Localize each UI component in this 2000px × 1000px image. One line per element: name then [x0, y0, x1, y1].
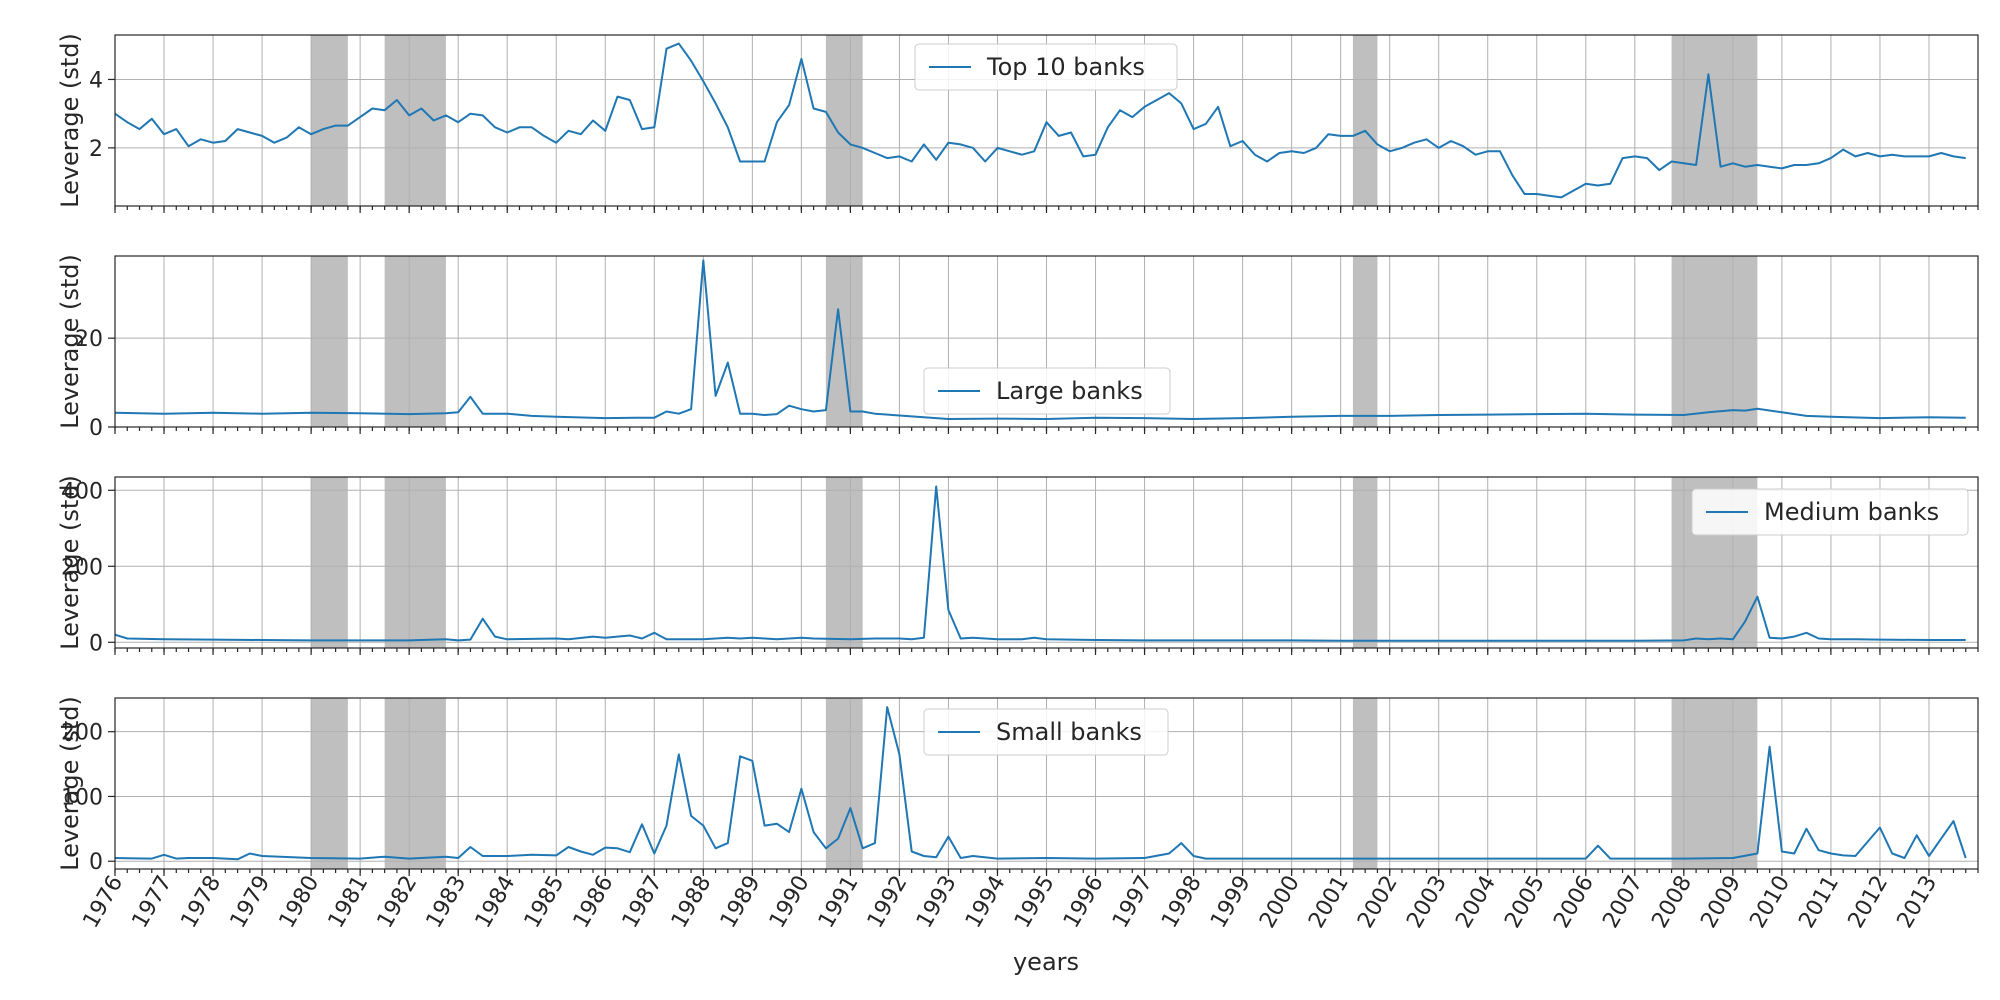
x-tick-label: 1990: [765, 872, 815, 933]
recession-band: [1352, 35, 1378, 206]
recession-band: [384, 256, 446, 427]
legend-box: [923, 367, 1171, 415]
x-tick-label: 2013: [1893, 872, 1943, 933]
y-tick-label: 100: [61, 785, 103, 810]
recession-band: [311, 477, 348, 648]
x-tick-label: 1995: [1010, 872, 1060, 933]
y-axis-label: Leverage (std): [56, 254, 84, 429]
x-tick-label: 2003: [1402, 872, 1452, 933]
x-tick-label: 1991: [814, 872, 864, 933]
x-tick-label: 1997: [1108, 872, 1158, 933]
recession-band: [311, 698, 348, 869]
plot-frame: [114, 34, 1979, 207]
y-axis-label: Leverage (std): [56, 33, 84, 208]
y-tick-label: 400: [61, 479, 103, 504]
x-tick-label: 1993: [912, 872, 962, 933]
recession-band: [384, 477, 446, 648]
y-tick-label: 0: [89, 850, 103, 875]
y-tick-label: 0: [89, 631, 103, 656]
y-tick-label: 20: [75, 327, 103, 352]
x-tick-label: 2004: [1451, 872, 1501, 933]
x-tick-label: 1979: [226, 872, 276, 933]
x-tick-label: 2007: [1598, 872, 1648, 933]
x-tick-label: 1988: [667, 872, 717, 933]
legend-label: Medium banks: [1764, 498, 1939, 526]
recession-band: [1671, 256, 1758, 427]
legend: Small banks: [923, 708, 1169, 756]
series-line: [114, 706, 1967, 861]
y-tick-label: 200: [61, 721, 103, 746]
x-tick-label: 1992: [863, 872, 913, 933]
x-tick-label: 1976: [79, 872, 129, 933]
x-tick-label: 1986: [569, 872, 619, 933]
legend-label: Small banks: [996, 718, 1142, 746]
x-tick-label: 1999: [1206, 872, 1256, 933]
x-tick-label: 1981: [324, 872, 374, 933]
recession-band: [384, 698, 446, 869]
y-tick-label: 0: [89, 416, 103, 441]
recession-band: [825, 477, 863, 648]
y-tick-label: 200: [61, 555, 103, 580]
series-line: [114, 259, 1966, 420]
plot-frame: [114, 255, 1979, 428]
recession-band: [1671, 698, 1758, 869]
x-tick-label: 1996: [1059, 872, 1109, 933]
x-tick-label: 2005: [1500, 872, 1550, 933]
x-tick-label: 2008: [1647, 872, 1697, 933]
x-tick-label: 1989: [716, 872, 766, 933]
x-tick-label: 2002: [1353, 872, 1403, 933]
series-line: [114, 42, 1966, 199]
recession-band: [311, 256, 348, 427]
recession-band: [1352, 698, 1378, 869]
x-tick-label: 2012: [1843, 872, 1893, 933]
legend-box: [914, 43, 1178, 91]
x-tick-label: 2001: [1304, 872, 1354, 933]
x-tick-label: 1994: [961, 872, 1011, 933]
x-tick-label: 2006: [1549, 872, 1599, 933]
legend: Top 10 banks: [914, 43, 1178, 91]
x-tick-label: 1977: [128, 872, 178, 933]
x-tick-label: 1978: [177, 872, 227, 933]
x-axis-label: years: [1013, 948, 1079, 976]
recession-band: [1352, 256, 1378, 427]
y-tick-label: 2: [89, 137, 103, 162]
recession-band: [825, 698, 863, 869]
x-tick-label: 2009: [1696, 872, 1746, 933]
plot-frame: [114, 476, 1979, 649]
legend-box: [923, 708, 1169, 756]
y-tick-label: 4: [89, 68, 103, 93]
legend-label: Top 10 banks: [986, 53, 1145, 81]
x-tick-label: 2010: [1745, 872, 1795, 933]
legend-label: Large banks: [996, 377, 1143, 405]
legend: Large banks: [923, 367, 1171, 415]
x-tick-label: 1984: [471, 872, 521, 933]
x-tick-label: 1998: [1157, 872, 1207, 933]
series-line: [114, 485, 1966, 642]
y-axis-label: Leverage (std): [56, 475, 84, 650]
legend: Medium banks: [1691, 488, 1969, 536]
x-tick-label: 2000: [1255, 872, 1305, 933]
recession-band: [311, 35, 348, 206]
x-tick-label: 1982: [373, 872, 423, 933]
y-axis-label: Leverage (std): [56, 696, 84, 871]
legend-box: [1691, 488, 1969, 536]
x-tick-label: 2011: [1794, 872, 1844, 933]
x-tick-label: 1987: [618, 872, 668, 933]
x-tick-label: 1980: [275, 872, 325, 933]
plot-frame: [114, 697, 1979, 870]
x-tick-label: 1983: [422, 872, 472, 933]
recession-band: [384, 35, 446, 206]
recession-band: [1352, 477, 1378, 648]
x-axis: 1976 1977 1978 1979 1980 1981 1982 1983 1984 1985…: [79, 872, 1943, 933]
x-tick-label: 1985: [520, 872, 570, 933]
recession-band: [825, 256, 863, 427]
